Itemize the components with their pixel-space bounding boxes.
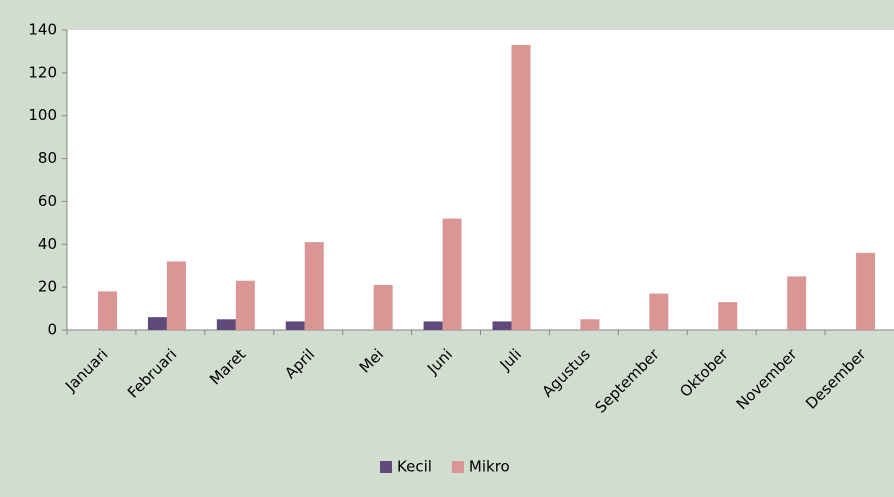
y-tick-label: 20 <box>38 278 57 296</box>
bar <box>787 276 807 330</box>
bar <box>511 45 531 330</box>
bar <box>216 319 236 330</box>
legend-swatch <box>451 461 464 473</box>
y-tick-label: 40 <box>38 235 57 253</box>
bar <box>373 285 393 330</box>
legend-label: Mikro <box>469 458 510 476</box>
bar <box>442 218 462 330</box>
bar <box>304 242 324 330</box>
bar <box>423 321 443 330</box>
legend-label: Kecil <box>397 458 432 476</box>
y-tick-label: 0 <box>47 321 57 339</box>
bar <box>147 317 167 330</box>
bar <box>649 293 669 330</box>
plot-area <box>67 30 894 330</box>
bar <box>492 321 512 330</box>
y-tick-label: 60 <box>38 192 57 210</box>
y-tick-label: 140 <box>28 21 57 39</box>
bar <box>235 280 255 330</box>
bar <box>98 291 117 330</box>
y-tick-label: 80 <box>38 149 57 167</box>
bar <box>580 319 600 330</box>
y-tick-label: 100 <box>28 106 57 124</box>
legend-swatch <box>380 461 392 473</box>
bar <box>856 252 876 330</box>
bar <box>166 261 186 330</box>
bar <box>718 302 738 330</box>
y-tick-label: 120 <box>28 63 57 81</box>
bar <box>285 321 305 330</box>
